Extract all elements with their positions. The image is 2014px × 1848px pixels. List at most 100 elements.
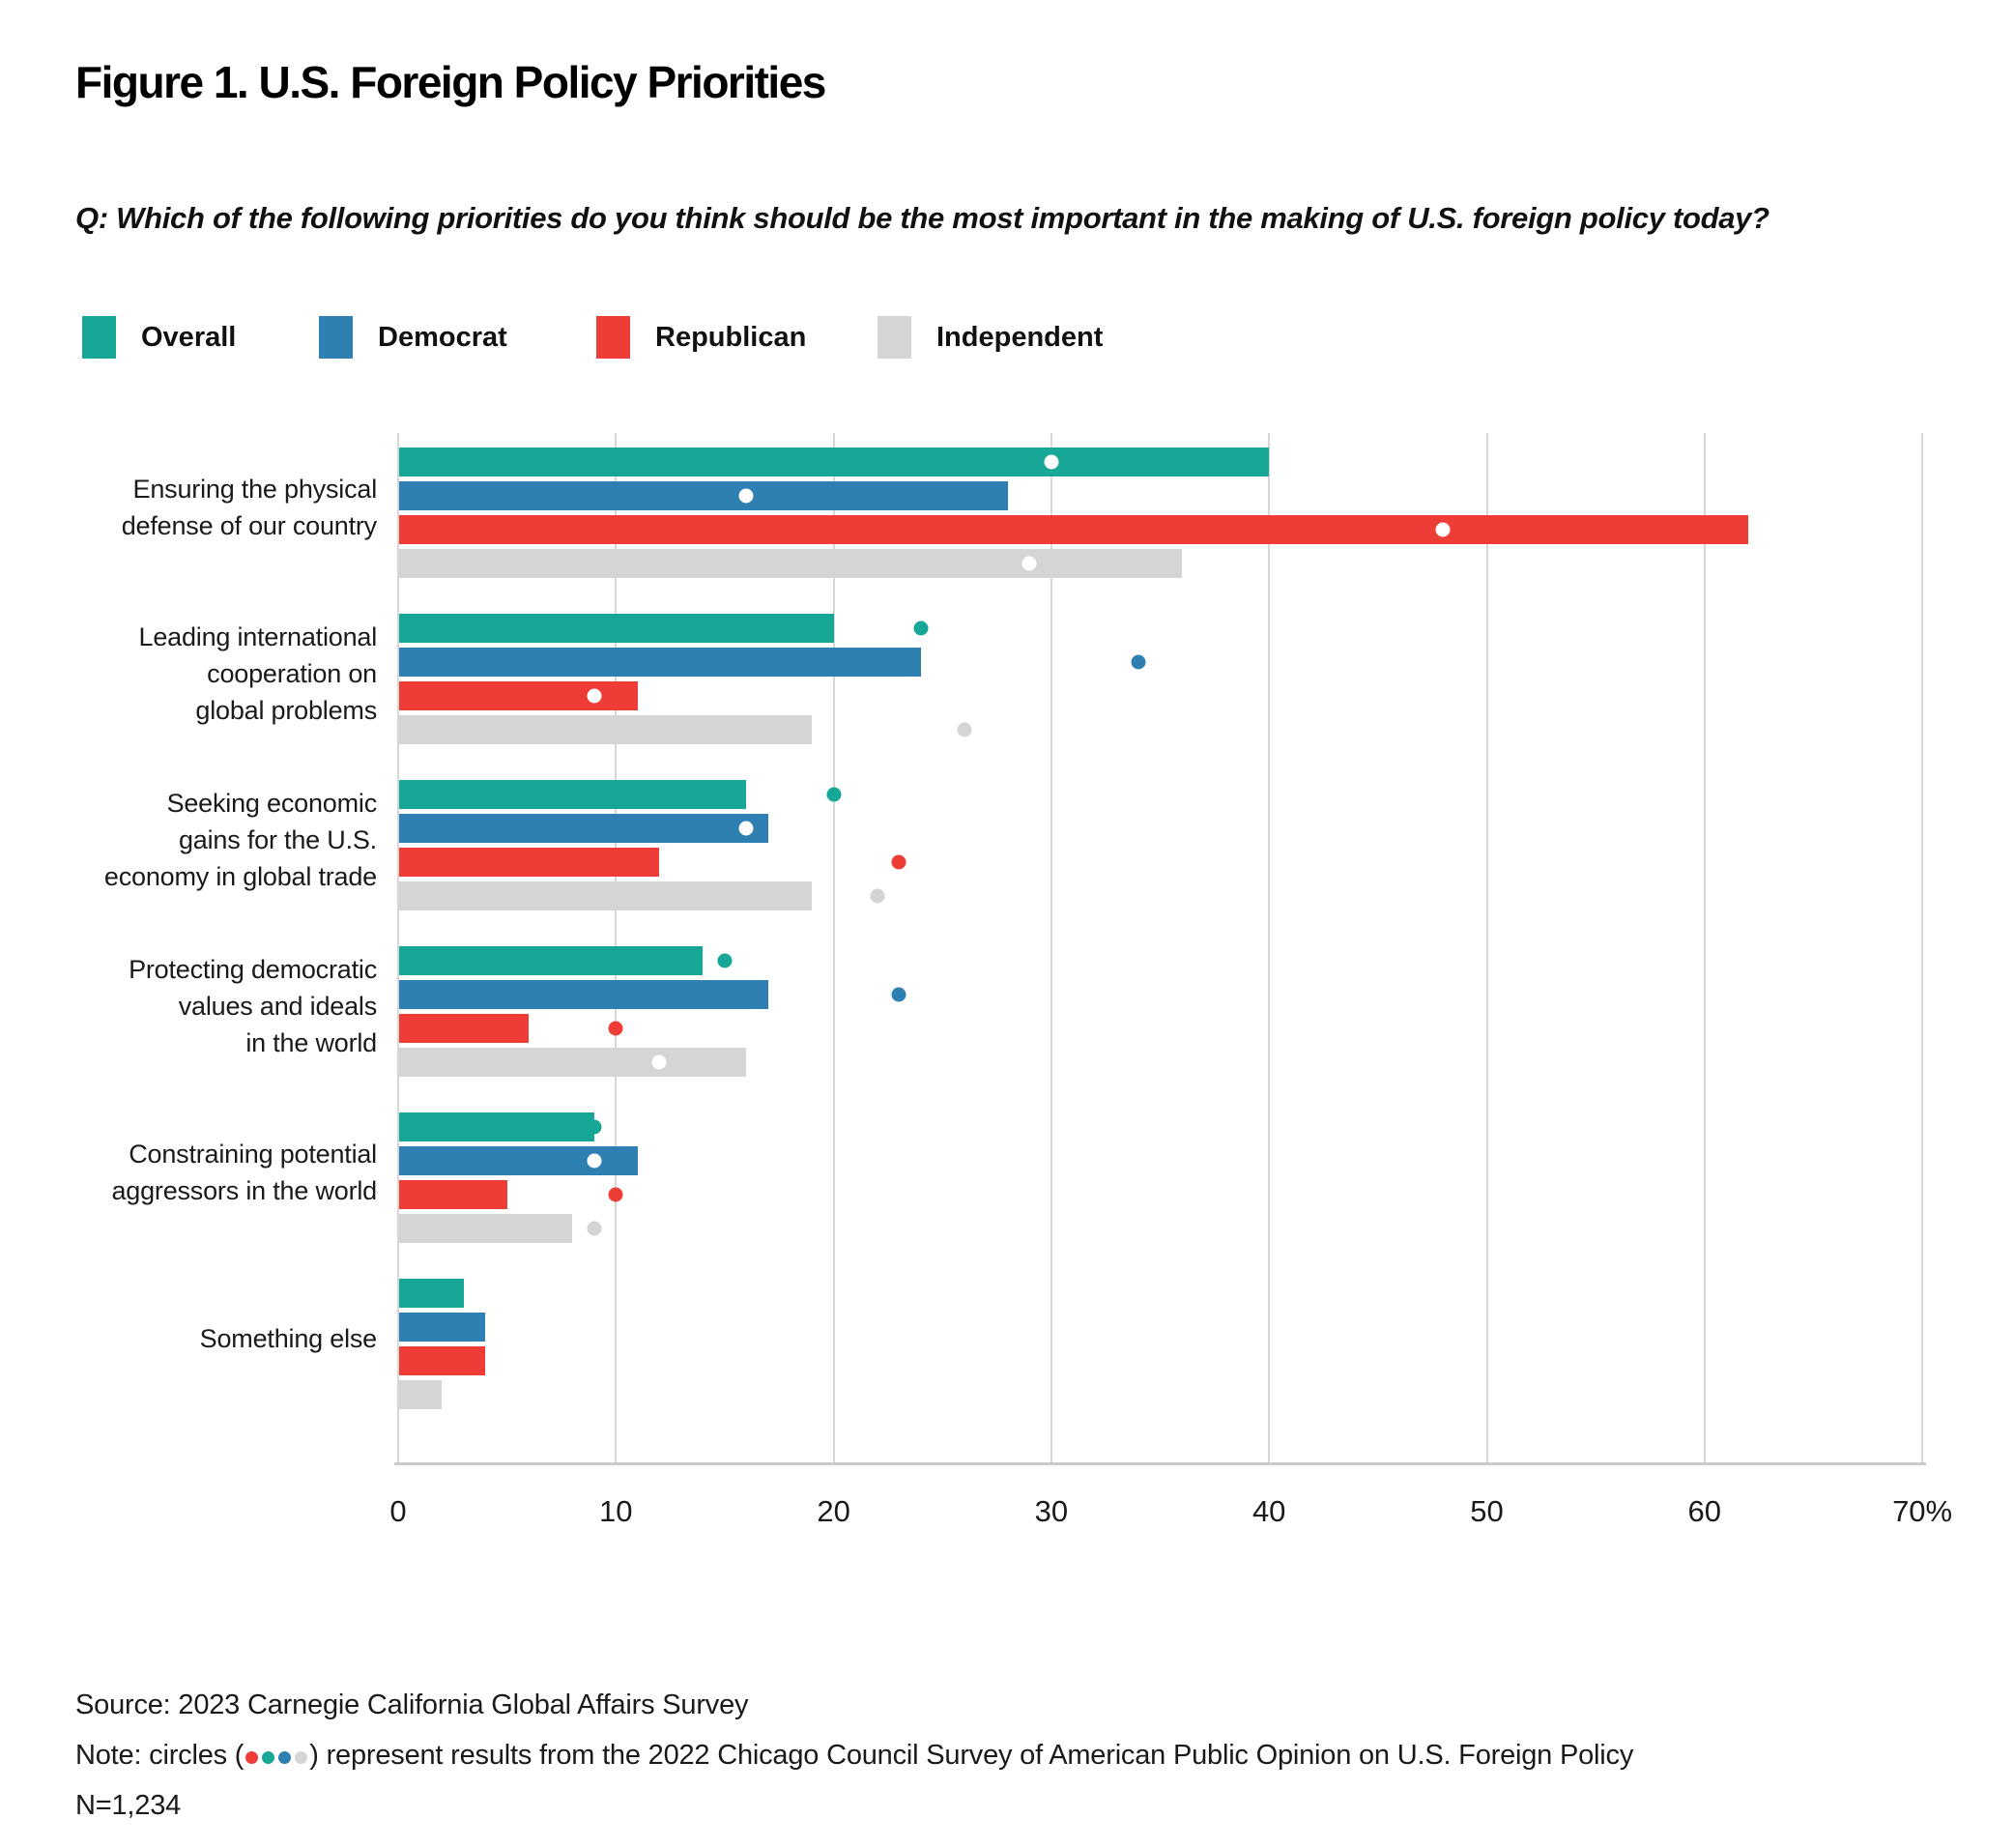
dot-2022-overall-2 [826,787,842,802]
bar-overall-5 [399,1279,464,1308]
legend-label: Independent [936,321,1104,353]
gridline-60 [1703,433,1706,1463]
bar-independent-2 [399,881,813,910]
category-label-line: economy in global trade [103,862,377,891]
category-label-line: cooperation on [207,659,377,688]
legend-label: Overall [141,321,237,353]
gridline-40 [1268,433,1271,1463]
bar-independent-3 [399,1048,747,1077]
category-label: Constraining potential aggressors in the … [29,1136,377,1209]
bar-overall-4 [399,1112,594,1141]
x-tick-label-20: 20 [817,1494,850,1528]
category-label-line: in the world [245,1028,377,1057]
dot-2022-independent-1 [957,722,972,737]
bar-republican-3 [399,1014,530,1043]
bar-overall-3 [399,946,704,975]
note-legend-dot [245,1751,259,1764]
legend-item-overall: Overall [82,315,236,360]
bar-republican-5 [399,1346,486,1375]
gridline-50 [1485,433,1488,1463]
figure-title: Figure 1. U.S. Foreign Policy Priorities [75,57,826,107]
dot-2022-overall-1 [913,621,929,636]
legend-item-democrat: Democrat [319,315,507,360]
x-axis-line [394,1462,1927,1465]
note-legend-dot [295,1751,308,1764]
note-prefix: Note: circles ( [75,1740,245,1771]
sample-size-line: N=1,234 [75,1790,182,1821]
dot-2022-democrat-0 [738,488,754,504]
category-label: Something else [29,1320,378,1357]
legend-swatch-democrat [319,316,353,359]
dot-2022-democrat-1 [1131,654,1146,670]
bar-overall-2 [399,780,747,809]
bar-republican-2 [399,848,660,877]
dot-2022-republican-1 [587,688,602,704]
category-label-line: global problems [195,696,377,725]
note-legend-dot [262,1751,275,1764]
category-label-line: aggressors in the world [111,1176,377,1205]
legend-label: Republican [655,321,807,353]
x-tick-label-0: 0 [389,1494,407,1528]
dot-2022-republican-2 [891,854,906,870]
bar-democrat-2 [399,814,768,843]
bar-democrat-4 [399,1146,638,1175]
dot-2022-overall-0 [1044,454,1059,470]
dot-2022-independent-0 [1021,556,1037,571]
gridline-70 [1921,433,1924,1463]
legend-label: Democrat [378,321,507,353]
dot-2022-democrat-4 [587,1153,602,1169]
x-tick-label-70: 70% [1892,1494,1953,1528]
gridline-0 [397,433,399,1463]
dot-2022-republican-3 [608,1021,623,1036]
legend-swatch-independent [878,316,911,359]
legend-swatch-overall [82,316,116,359]
legend-item-independent: Independent [878,315,1103,360]
category-label-line: Ensuring the physical [132,475,378,504]
footer: Source: 2023 Carnegie California Global … [75,1680,1633,1831]
dot-2022-republican-4 [608,1187,623,1202]
dot-2022-independent-4 [587,1221,602,1236]
survey-question: Q: Which of the following priorities do … [75,201,1769,235]
dot-2022-independent-2 [870,888,885,904]
legend-swatch-republican [596,316,630,359]
x-tick-label-10: 10 [599,1494,633,1528]
x-tick-label-30: 30 [1034,1494,1069,1528]
note-line: Note: circles ( ) represent results from … [75,1730,1633,1780]
category-label-line: Leading international [138,622,378,651]
bar-democrat-1 [399,648,921,677]
bar-democrat-0 [399,481,1008,510]
dot-2022-overall-3 [717,953,733,968]
category-label: Ensuring the physical defense of our coun… [29,471,377,544]
note-legend-dot [278,1751,292,1764]
category-label-line: Protecting democratic [129,955,377,984]
category-label: Seeking economic gains for the U.S. econom… [29,785,377,895]
dot-2022-democrat-3 [891,987,906,1002]
category-label-line: defense of our country [121,511,377,540]
category-label-line: Constraining potential [129,1140,377,1169]
bar-democrat-5 [399,1313,486,1342]
category-label-line: Something else [199,1324,378,1353]
bar-overall-0 [399,448,1270,476]
bar-republican-4 [399,1180,507,1209]
bar-independent-4 [399,1214,573,1243]
bar-independent-0 [399,549,1183,578]
gridline-20 [832,433,835,1463]
bar-republican-0 [399,515,1748,544]
legend-item-republican: Republican [596,315,806,360]
category-label-line: values and ideals [178,992,377,1021]
bar-overall-1 [399,614,834,643]
bar-democrat-3 [399,980,768,1009]
gridline-30 [1050,433,1052,1463]
dot-2022-republican-0 [1435,522,1451,537]
dot-2022-independent-3 [651,1054,667,1070]
x-tick-label-40: 40 [1252,1494,1286,1528]
bar-republican-1 [399,681,638,710]
category-label: Leading international cooperation on globa… [29,619,378,729]
dot-2022-overall-4 [587,1119,602,1135]
bar-independent-5 [399,1380,443,1409]
x-tick-label-60: 60 [1687,1494,1722,1528]
category-label: Protecting democratic values and ideals in… [29,951,377,1061]
x-tick-label-50: 50 [1470,1494,1504,1528]
note-suffix: ) represent results from the 2022 Chicag… [309,1740,1634,1771]
